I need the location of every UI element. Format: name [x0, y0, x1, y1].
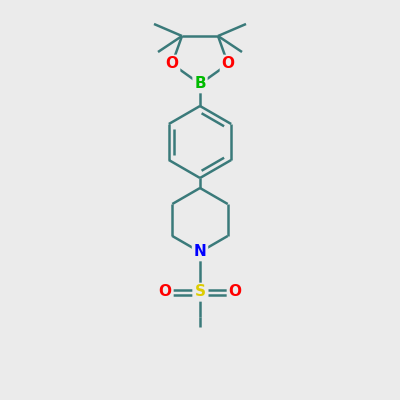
- Text: O: O: [166, 56, 178, 72]
- Text: O: O: [228, 284, 242, 300]
- Text: S: S: [194, 284, 206, 300]
- Text: O: O: [158, 284, 172, 300]
- Text: N: N: [194, 244, 206, 260]
- Text: B: B: [194, 76, 206, 92]
- Text: O: O: [222, 56, 234, 72]
